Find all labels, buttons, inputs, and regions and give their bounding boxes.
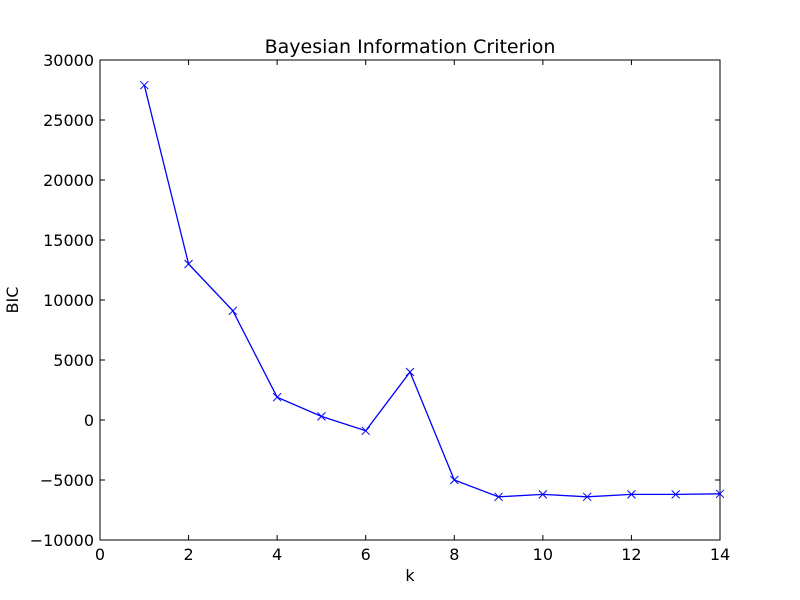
x-tick-label: 8 [449, 545, 459, 564]
x-tick-label: 14 [710, 545, 730, 564]
y-tick-label: 15000 [43, 231, 94, 250]
data-point-marker [538, 490, 548, 499]
data-point-marker [582, 492, 592, 502]
x-tick-label: 2 [183, 545, 193, 564]
data-point-marker [139, 80, 149, 90]
y-tick-label: 0 [84, 411, 94, 430]
y-tick-label: −5000 [40, 471, 94, 490]
y-tick-label: 20000 [43, 171, 94, 190]
y-tick-label: 25000 [43, 111, 94, 130]
x-tick-label: 12 [621, 545, 641, 564]
y-tick-label: 5000 [53, 351, 94, 370]
axis-ticks [99, 59, 721, 541]
data-point-marker [405, 367, 415, 377]
y-tick-label: −10000 [30, 531, 94, 550]
x-tick-label: 10 [533, 545, 553, 564]
x-tick-label: 0 [95, 545, 105, 564]
plot-frame [99, 59, 721, 541]
data-point-marker [317, 412, 326, 421]
series-layer [139, 80, 725, 502]
data-point-marker [494, 492, 503, 502]
x-tick-label: 6 [361, 545, 371, 564]
series-line [143, 85, 721, 498]
y-tick-label: 10000 [43, 291, 94, 310]
data-point-marker [184, 259, 193, 269]
data-point-marker [272, 392, 282, 402]
y-tick-label: 30000 [43, 51, 94, 70]
data-point-marker [228, 306, 238, 316]
data-point-marker [449, 475, 459, 485]
data-point-marker [361, 426, 371, 436]
data-point-marker [627, 490, 636, 499]
y-axis-label: BIC [3, 287, 22, 314]
data-point-marker [671, 490, 681, 499]
tick-labels: 0 2 4 6 8 10 12 14 −10000 −5000 0 5000 10000 15000 200… [30, 51, 730, 564]
chart-title: Bayesian Information Criterion [265, 36, 556, 58]
data-point-marker [715, 489, 725, 499]
x-axis-label: k [405, 566, 415, 585]
x-tick-label: 4 [272, 545, 282, 564]
